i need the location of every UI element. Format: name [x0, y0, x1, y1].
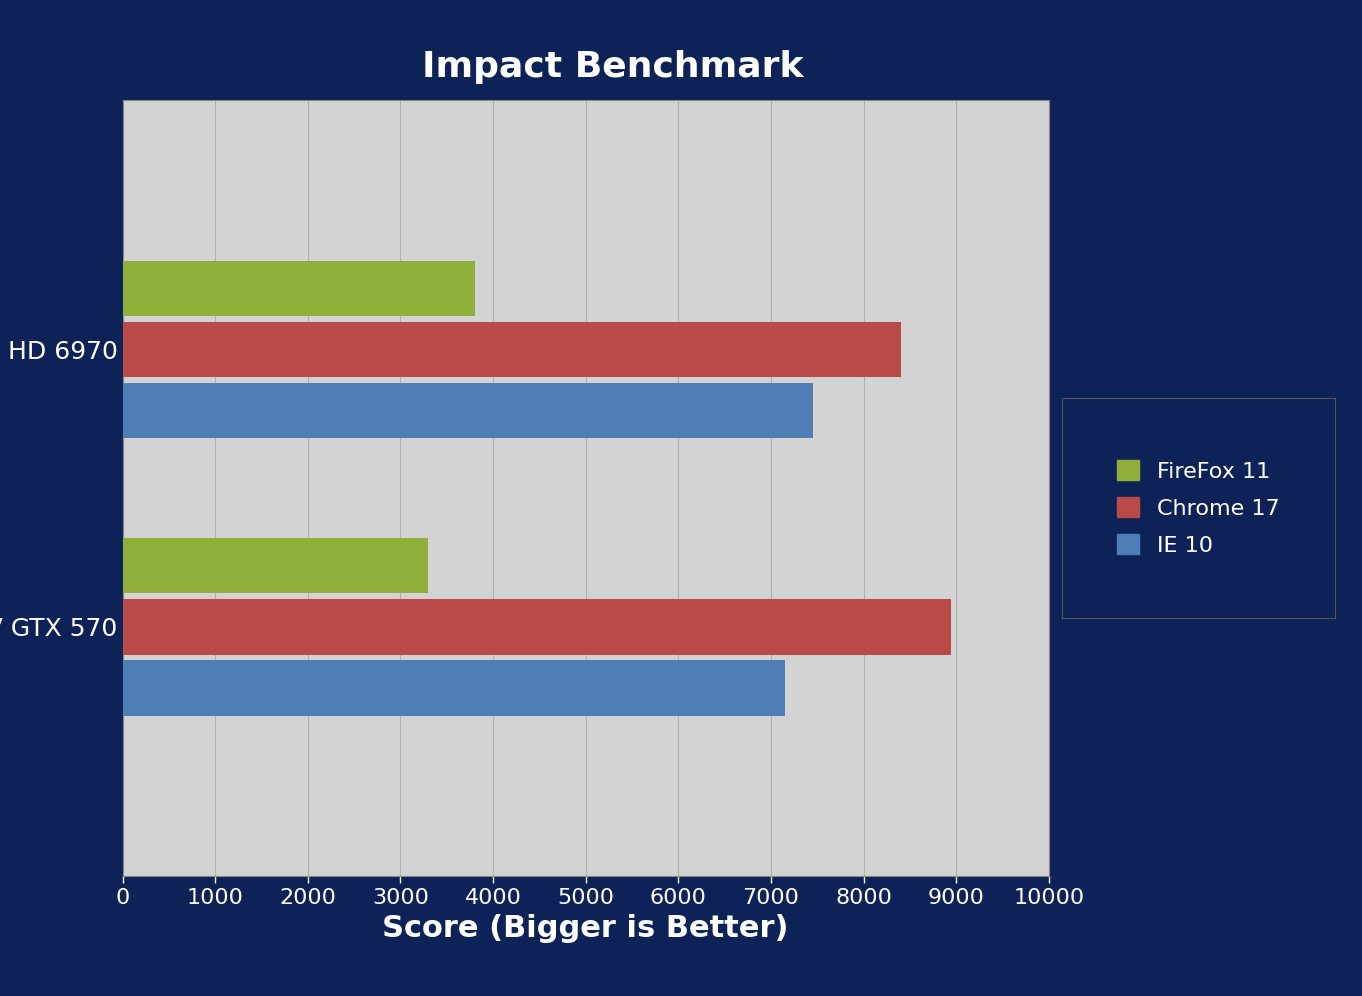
Bar — [123, 660, 785, 715]
Bar — [123, 322, 900, 377]
Bar — [123, 599, 952, 654]
X-axis label: Score (Bigger is Better): Score (Bigger is Better) — [383, 914, 789, 943]
Text: Impact Benchmark: Impact Benchmark — [422, 50, 804, 84]
Legend: FireFox 11, Chrome 17, IE 10: FireFox 11, Chrome 17, IE 10 — [1106, 449, 1291, 567]
Bar — [123, 261, 474, 316]
Bar — [123, 538, 428, 594]
Bar — [123, 382, 813, 438]
